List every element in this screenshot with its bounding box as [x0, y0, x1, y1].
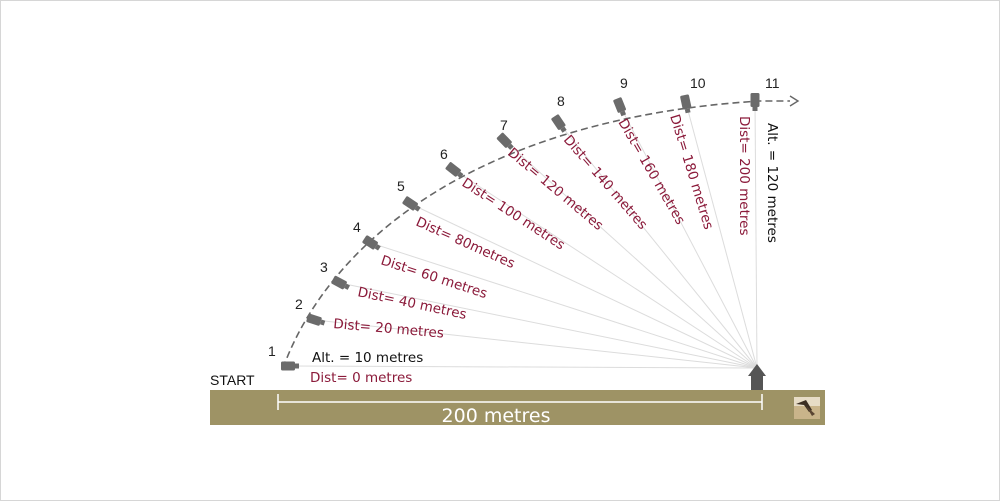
sight-line-4: [370, 242, 758, 369]
position-number-5: 5: [397, 178, 405, 194]
position-number-8: 8: [557, 93, 565, 109]
distance-label-1: Dist= 0 metres: [310, 370, 412, 386]
sight-line-10: [685, 102, 758, 369]
position-number-9: 9: [620, 75, 628, 91]
position-number-3: 3: [320, 259, 328, 275]
distance-label-11: Dist= 200 metres: [736, 116, 752, 235]
distance-label-2: Dist= 20 metres: [333, 316, 445, 342]
camera-icon-4: [362, 235, 381, 251]
camera-icon-5: [402, 196, 421, 212]
camera-icon-3: [331, 275, 351, 290]
camera-markers: [281, 93, 760, 371]
position-numbers: 1 2 3 4 5 6 7 8 9 10 11: [268, 75, 780, 359]
position-number-7: 7: [500, 117, 508, 133]
ground-distance-label: 200 metres: [442, 405, 551, 427]
camera-icon-11: [750, 93, 760, 111]
position-number-11: 11: [765, 75, 780, 91]
flight-path: [282, 100, 790, 369]
sight-line-5: [410, 203, 758, 369]
landscape-thumbnail-icon: [794, 397, 820, 419]
camera-icon-2: [306, 313, 326, 326]
sight-line-2: [314, 319, 758, 369]
camera-icon-10: [680, 94, 692, 114]
camera-icon-8: [551, 114, 567, 133]
altitude-top-label: Alt. = 120 metres: [764, 123, 780, 243]
sight-lines: [288, 100, 758, 369]
start-label: START: [210, 372, 255, 388]
camera-icon-6: [445, 162, 464, 179]
position-number-4: 4: [353, 219, 361, 235]
altitude-start-label: Alt. = 10 metres: [312, 350, 423, 366]
sight-line-7: [504, 140, 758, 369]
sight-line-8: [558, 122, 758, 369]
position-number-2: 2: [295, 296, 303, 312]
camera-icon-7: [496, 132, 514, 150]
camera-icon-1: [281, 361, 299, 371]
sight-line-11: [754, 100, 758, 369]
position-number-10: 10: [690, 75, 706, 91]
distance-label-5: Dist= 80metres: [413, 214, 517, 272]
position-number-1: 1: [268, 343, 276, 359]
flight-path-arrowhead: [789, 95, 800, 107]
target-arrow-icon: [748, 364, 766, 390]
sight-line-6: [453, 169, 758, 369]
ground-strip: [210, 390, 825, 425]
camera-icon-9: [613, 97, 627, 117]
sight-line-1: [288, 365, 758, 369]
position-number-6: 6: [440, 146, 448, 162]
sight-line-3: [339, 282, 758, 369]
sight-line-9: [619, 105, 758, 369]
